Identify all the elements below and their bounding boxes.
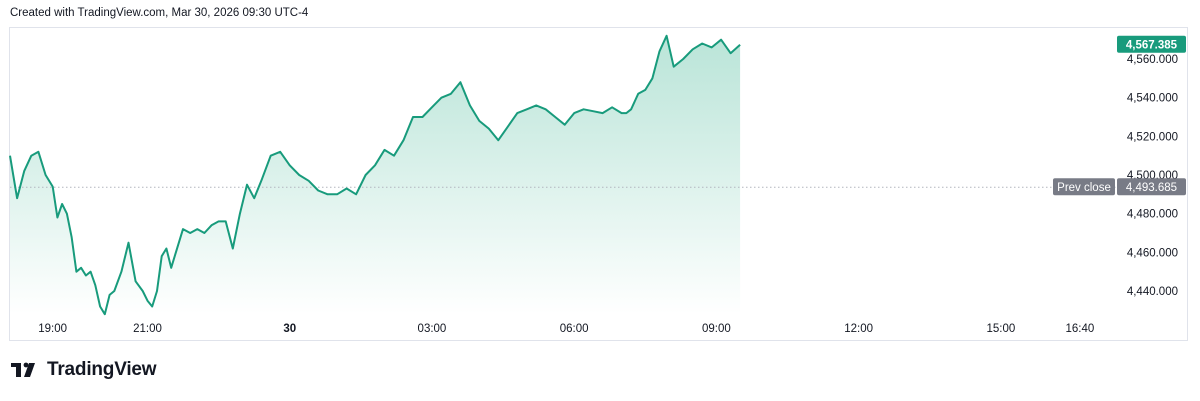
- x-tick-label: 15:00: [986, 323, 1015, 335]
- last-price-label: 4,567.385: [1126, 40, 1178, 52]
- x-tick-label: 30: [283, 323, 296, 335]
- brand-name: TradingView: [47, 359, 157, 380]
- x-tick-label: 12:00: [844, 323, 873, 335]
- x-tick-label: 21:00: [133, 323, 162, 335]
- last-price-badge: [1117, 35, 1186, 53]
- prev-close-value: 4,493.685: [1126, 182, 1177, 194]
- price-line[interactable]: [9, 34, 741, 316]
- prev-close-tag: [1053, 178, 1115, 196]
- y-tick-label: 4,480.000: [1127, 209, 1178, 221]
- y-tick-label: 4,440.000: [1127, 286, 1178, 298]
- y-tick-label: 4,560.000: [1127, 54, 1178, 66]
- x-tick-label: 06:00: [560, 323, 589, 335]
- tradingview-brand[interactable]: TradingView: [11, 359, 157, 381]
- x-tick-label: 19:00: [38, 323, 67, 335]
- created-with-caption: Created with TradingView.com, Mar 30, 20…: [10, 7, 309, 19]
- prev-close-badge: [1117, 178, 1186, 196]
- prev-close-tag-label: Prev close: [1057, 182, 1111, 194]
- y-tick-label: 4,540.000: [1127, 93, 1178, 105]
- price-chart[interactable]: 4,440.0004,460.0004,480.0004,500.0004,52…: [0, 0, 1200, 345]
- tradingview-logo-icon: [11, 362, 35, 377]
- chart-frame: [9, 27, 1188, 341]
- x-tick-label: 09:00: [702, 323, 731, 335]
- y-tick-label: 4,520.000: [1127, 131, 1178, 143]
- x-tick-label: 03:00: [418, 323, 447, 335]
- price-area-fill: [10, 35, 741, 315]
- y-tick-label: 4,460.000: [1127, 247, 1178, 259]
- x-tick-label: 16:40: [1065, 323, 1094, 335]
